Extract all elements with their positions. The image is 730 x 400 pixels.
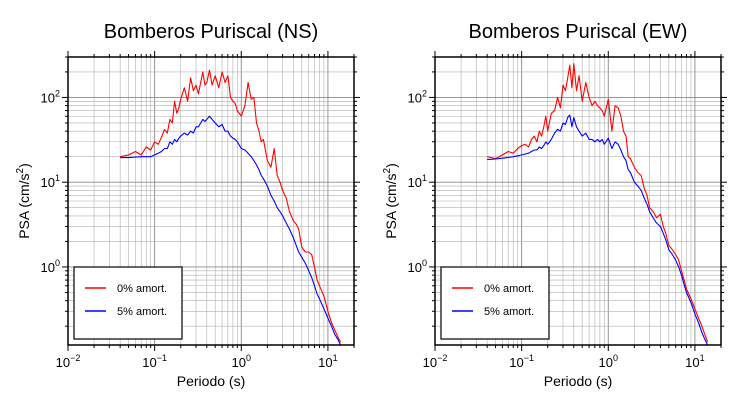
- y-axis-label-sup: 2: [382, 167, 393, 173]
- gridlines: [62, 51, 360, 351]
- y-tick-label: 102: [408, 88, 427, 105]
- x-tick-labels: 10−2 10−1 100 101: [56, 353, 338, 370]
- y-axis-label-close: ): [16, 163, 32, 168]
- legend-label-1: 5% amort.: [484, 306, 534, 318]
- y-axis-label: PSA (cm/s2): [15, 163, 32, 239]
- series-line-0: [487, 63, 709, 343]
- y-tick-label: 101: [41, 173, 60, 190]
- y-tick-label: 101: [408, 173, 427, 190]
- legend-label-0: 0% amort.: [117, 283, 167, 295]
- y-axis-label: PSA (cm/s2): [382, 163, 399, 239]
- series-line-1: [487, 114, 709, 346]
- chart-title: Bomberos Puriscal (EW): [469, 21, 688, 43]
- y-tick-label: 100: [41, 258, 60, 275]
- series-line-1: [120, 115, 342, 346]
- y-axis-label-main: PSA (cm/s: [383, 173, 399, 238]
- legend-label-1: 5% amort.: [117, 306, 167, 318]
- y-tick-label: 100: [408, 258, 427, 275]
- plot-border: [434, 56, 722, 346]
- x-tick-label: 100: [232, 353, 251, 370]
- legend-box: [440, 266, 550, 340]
- x-tick-label: 101: [318, 353, 337, 370]
- y-tick-labels: 100 101 102: [408, 88, 427, 275]
- x-tick-label: 10−2: [423, 353, 448, 370]
- y-tick-labels: 100 101 102: [41, 88, 60, 275]
- x-tick-label: 10−1: [509, 353, 534, 370]
- legend-label-0: 0% amort.: [484, 283, 534, 295]
- chart-title: Bomberos Puriscal (NS): [104, 21, 319, 43]
- series-line-0: [120, 69, 342, 343]
- series-layer: [487, 63, 709, 346]
- chart-ns: Bomberos Puriscal (NS) 10−2 10−1 100 101 10…: [15, 21, 360, 389]
- legend: 0% amort. 5% amort.: [440, 266, 550, 340]
- y-axis-label-main: PSA (cm/s: [16, 173, 32, 238]
- x-tick-label: 10−1: [142, 353, 167, 370]
- x-tick-label: 101: [685, 353, 704, 370]
- y-axis-label-sup: 2: [15, 167, 26, 173]
- x-axis-label: Periodo (s): [544, 373, 612, 389]
- x-tick-label: 10−2: [56, 353, 81, 370]
- series-layer: [120, 69, 342, 346]
- y-tick-label: 102: [41, 88, 60, 105]
- x-tick-label: 100: [599, 353, 618, 370]
- legend-box: [73, 266, 183, 340]
- plot-border: [67, 56, 355, 346]
- x-tick-labels: 10−2 10−1 100 101: [423, 353, 705, 370]
- y-axis-label-close: ): [383, 163, 399, 168]
- x-axis-label: Periodo (s): [177, 373, 245, 389]
- chart-ew: Bomberos Puriscal (EW) 10−2 10−1 100 101 10…: [382, 21, 727, 389]
- legend: 0% amort. 5% amort.: [73, 266, 183, 340]
